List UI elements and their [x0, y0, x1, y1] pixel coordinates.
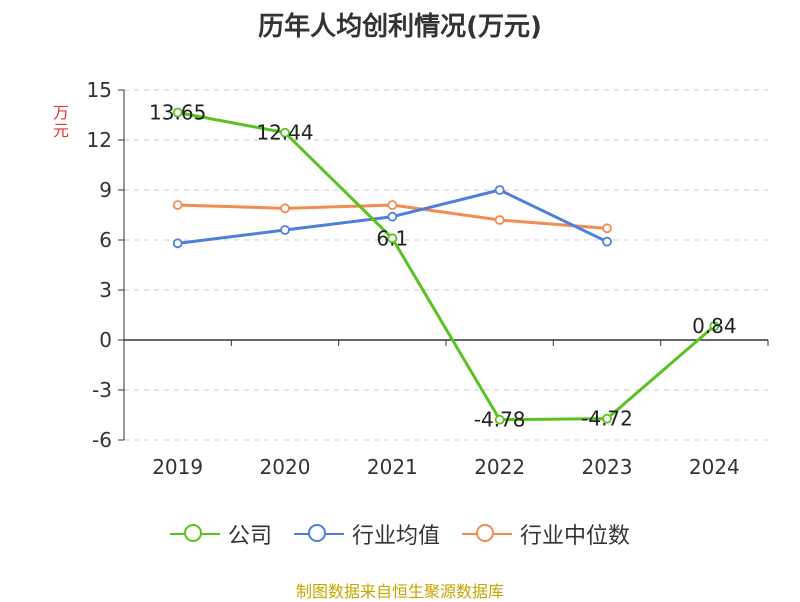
grid-lines [124, 89, 768, 441]
data-label: -4.72 [581, 407, 633, 431]
x-tick-label: 2023 [582, 455, 633, 479]
series-line [177, 111, 716, 422]
x-tick-label: 2020 [260, 455, 311, 479]
data-point [387, 200, 398, 210]
data-point [602, 236, 612, 247]
x-tick-label: 2019 [152, 455, 203, 479]
x-tick-label: 2022 [474, 455, 525, 479]
y-tick-label: 3 [99, 278, 112, 302]
data-point [172, 107, 183, 118]
data-label: 13.65 [149, 101, 206, 125]
legend-marker-icon [462, 522, 512, 546]
y-tick-label: 0 [99, 328, 112, 352]
data-point [172, 200, 183, 210]
series-lines [172, 107, 720, 425]
y-axis-unit-label: 万元 [52, 103, 69, 140]
data-labels: 13.65 12.44 6.1 -4.78 -4.72 0.84 [149, 101, 737, 432]
legend-item-industry-average[interactable]: 行业均值 [293, 518, 440, 550]
legend-label: 行业均值 [351, 524, 440, 549]
data-point [172, 238, 183, 249]
data-source-note: 制图数据来自恒生聚源数据库 [295, 582, 504, 601]
y-tick-label: -3 [92, 378, 112, 402]
y-tick-label: 15 [87, 78, 112, 102]
data-point [387, 211, 398, 222]
x-tick-label: 2024 [689, 455, 740, 479]
data-point [280, 203, 290, 214]
data-point [602, 413, 612, 424]
y-tick-label: 6 [99, 228, 112, 252]
data-label: -4.78 [474, 408, 526, 432]
data-label: 6.1 [376, 226, 408, 250]
data-point [280, 127, 290, 138]
data-point [280, 225, 290, 235]
legend-item-company[interactable]: 公司 [169, 518, 272, 550]
y-tick-label: -6 [92, 428, 112, 452]
legend-label: 公司 [227, 524, 272, 549]
data-label: 12.44 [256, 121, 313, 145]
legend-marker-icon [169, 522, 220, 546]
y-tick-label: 12 [87, 128, 112, 152]
data-label: 0.84 [692, 314, 737, 338]
data-point [494, 185, 505, 195]
legend-label: 行业中位数 [520, 524, 631, 549]
data-point [387, 233, 398, 244]
x-tick-label: 2021 [367, 455, 418, 479]
y-tick-label: 9 [99, 178, 112, 202]
data-point [602, 223, 612, 234]
axes: 15 12 9 6 3 0 -3 -6 2019 2020 2021 2022 2023 2024 [87, 78, 769, 479]
legend: 公司 行业均值 行业中位数 [0, 518, 800, 550]
data-point [494, 215, 505, 225]
chart-title: 历年人均创利情况(万元) [258, 12, 542, 42]
data-point [709, 321, 720, 331]
data-point [494, 414, 505, 425]
legend-item-industry-median[interactable]: 行业中位数 [462, 518, 630, 550]
legend-marker-icon [293, 522, 344, 546]
